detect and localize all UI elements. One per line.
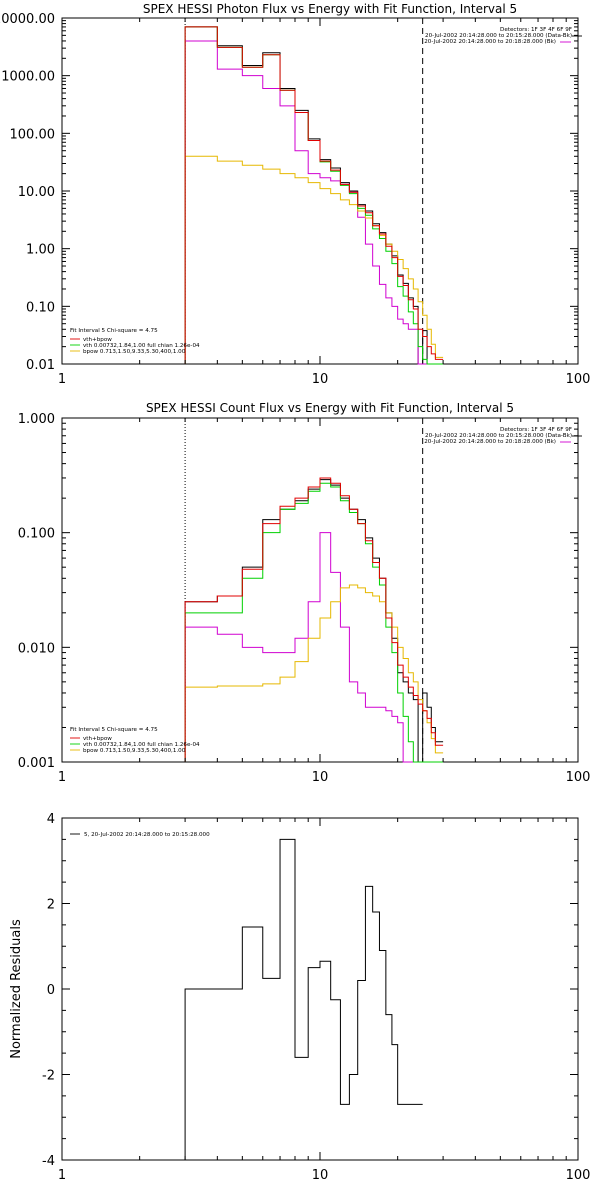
photon-series-bk [184, 40, 444, 365]
photon-header-detectors: Detectors: 1F 3F 4F 6F 9F [500, 27, 572, 33]
residuals-series-layer [184, 838, 423, 1160]
x-tick-label: 10 [312, 1168, 329, 1183]
photon-header-bk-interval: 20-Jul-2002 20:14:28.000 to 20:18:28.000… [424, 39, 556, 45]
residuals-y-axis-label: Normalized Residuals [9, 919, 24, 1059]
y-tick-label: 0.100 [18, 527, 55, 542]
residuals-plot-frame [61, 817, 579, 1161]
photon-tick-layer: 1 10 100 0.01 0.10 1.00 10.00 100.00 1000.00 1000… [0, 12, 590, 387]
residuals-panel: 1 10 100 -4 -2 0 2 4 Normalized Residuals 5, 20… [9, 812, 590, 1183]
photon-legend-total: vth+bpow [83, 337, 112, 343]
residuals-series-data [184, 838, 423, 1160]
count-legend-vth: vth 0.00732,1.84,1.00 full chian 1.26e-0… [83, 742, 200, 748]
y-tick-label: 1.000 [18, 412, 55, 427]
count-header-data-interval: 20-Jul-2002 20:14:28.000 to 20:15:28.000… [425, 433, 572, 439]
y-tick-label: 0.001 [18, 756, 55, 771]
y-tick-label: 10000.00 [0, 12, 55, 27]
x-tick-label: 100 [566, 1168, 591, 1183]
x-tick-label: 100 [566, 770, 591, 785]
y-tick-label: 1.00 [26, 243, 55, 258]
residuals-tick-layer: 1 10 100 -4 -2 0 2 4 [42, 812, 590, 1183]
photon-legend-title: Fit Interval 5 Chi-square = 4.75 [70, 328, 158, 334]
x-tick-label: 100 [566, 372, 591, 387]
residuals-legend-label: 5, 20-Jul-2002 20:14:28.000 to 20:15:28.… [84, 832, 210, 838]
photon-header-data-interval: 20-Jul-2002 20:14:28.000 to 20:15:28.000… [425, 33, 572, 39]
photon-legend-bpow: bpow 0.713,1.50,9.33,5.30,400,1.00 [83, 349, 186, 355]
y-tick-label: 2 [47, 898, 55, 913]
x-tick-label: 10 [312, 770, 329, 785]
photon-legend-vth: vth 0.00732,1.84,1.00 full chian 1.26e-0… [83, 343, 200, 349]
count-series-data [184, 479, 444, 763]
photon-series-layer [184, 18, 444, 365]
y-tick-label: 0.010 [18, 641, 55, 656]
count-chart-title: SPEX HESSI Count Flux vs Energy with Fit… [146, 401, 514, 415]
y-tick-label: 4 [47, 812, 55, 827]
y-tick-label: -2 [42, 1069, 55, 1084]
count-series-layer [184, 418, 444, 763]
x-tick-label: 1 [58, 770, 66, 785]
count-series-vth [184, 482, 444, 763]
photon-series-vth [184, 26, 444, 365]
photon-plot-frame [61, 17, 579, 365]
photon-chart-title: SPEX HESSI Photon Flux vs Energy with Fi… [143, 2, 517, 16]
y-tick-label: 0.01 [26, 358, 55, 373]
photon-series-bpow [184, 155, 444, 364]
y-tick-label: -4 [42, 1154, 55, 1169]
y-tick-label: 0.10 [26, 300, 55, 315]
photon-series-total [184, 26, 444, 364]
x-tick-label: 1 [58, 1168, 66, 1183]
count-legend-total: vth+bpow [83, 736, 112, 742]
y-tick-label: 100.00 [10, 127, 56, 142]
count-header-bk-interval: 20-Jul-2002 20:14:28.000 to 20:18:28.000… [424, 439, 556, 445]
x-tick-label: 1 [58, 372, 66, 387]
y-tick-label: 10.00 [18, 185, 55, 200]
count-series-total [184, 477, 444, 762]
count-legend-title: Fit Interval 5 Chi-square = 4.75 [70, 727, 158, 733]
photon-flux-panel: SPEX HESSI Photon Flux vs Energy with Fi… [0, 2, 590, 387]
count-header-detectors: Detectors: 1F 3F 4F 6F 9F [500, 427, 572, 433]
y-tick-label: 0 [47, 983, 55, 998]
count-legend-bpow: bpow 0.713,1.50,9.33,5.30,400,1.00 [83, 748, 186, 754]
y-tick-label: 1000.00 [1, 70, 55, 85]
photon-series-data [184, 26, 444, 365]
count-series-bk [184, 532, 444, 763]
count-flux-panel: SPEX HESSI Count Flux vs Energy with Fit… [18, 401, 591, 785]
x-tick-label: 10 [312, 372, 329, 387]
count-series-bpow [184, 584, 444, 762]
count-tick-layer: 1 10 100 0.001 0.010 0.100 1.000 [18, 412, 591, 785]
